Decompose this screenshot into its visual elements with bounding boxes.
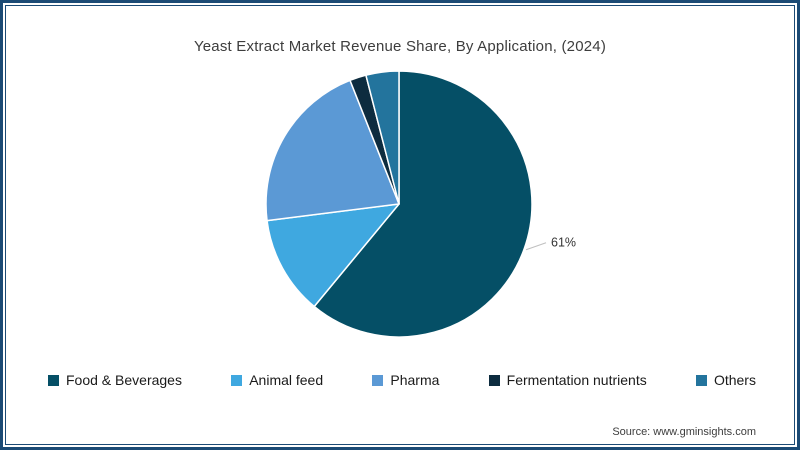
legend-swatch-pharma <box>372 374 384 386</box>
pie-data-label: 61% <box>551 236 576 250</box>
legend-item-animal-feed: Animal feed <box>231 372 323 388</box>
legend-swatch-food-beverages <box>48 374 59 386</box>
legend: Food & Beverages Animal feed Pharma Ferment… <box>48 372 756 388</box>
legend-label: Fermentation nutrients <box>506 372 647 388</box>
legend-swatch-animal-feed <box>231 374 243 386</box>
legend-swatch-fermentation-nutrients <box>488 374 500 386</box>
legend-item-others: Others <box>695 372 756 388</box>
pie-slice-others <box>365 70 400 205</box>
pie-slice-animal-feed <box>266 203 400 308</box>
source-text: Source: www.gminsights.com <box>612 426 756 438</box>
pie-slice-food-beverages <box>313 70 533 338</box>
legend-label: Others <box>713 372 756 388</box>
legend-label: Animal feed <box>249 372 324 388</box>
legend-item-pharma: Pharma <box>372 372 439 388</box>
pie-slice-pharma <box>265 79 400 222</box>
legend-item-food-beverages: Food & Beverages <box>48 372 182 388</box>
legend-swatch-others <box>695 374 707 386</box>
chart-canvas: Yeast Extract Market Revenue Share, By A… <box>5 5 795 445</box>
legend-label: Food & Beverages <box>66 372 182 388</box>
legend-label: Pharma <box>390 372 440 388</box>
legend-item-fermentation-nutrients: Fermentation nutrients <box>488 372 647 388</box>
chart-title: Yeast Extract Market Revenue Share, By A… <box>193 38 607 55</box>
label-leader-line <box>525 242 547 251</box>
pie-slice-fermentation-nutrients <box>349 74 400 205</box>
